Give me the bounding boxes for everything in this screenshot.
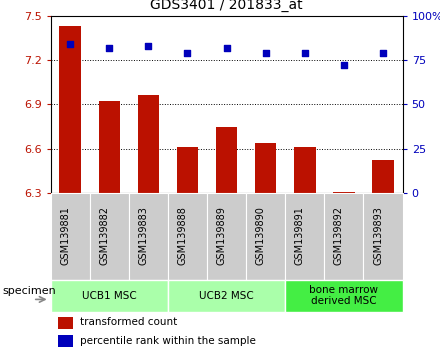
Text: GSM139890: GSM139890 <box>256 206 266 265</box>
Bar <box>372 160 394 193</box>
Text: GSM139891: GSM139891 <box>295 206 305 265</box>
Point <box>184 50 191 56</box>
Point <box>301 50 308 56</box>
Bar <box>216 127 237 193</box>
Text: GSM139883: GSM139883 <box>138 206 148 265</box>
Point <box>106 45 113 51</box>
Bar <box>90 193 129 280</box>
Bar <box>177 147 198 193</box>
Bar <box>255 143 276 193</box>
Text: specimen: specimen <box>3 286 56 296</box>
Point <box>145 43 152 49</box>
Bar <box>207 193 246 280</box>
Bar <box>51 280 168 312</box>
Bar <box>285 280 403 312</box>
Bar <box>51 193 90 280</box>
Bar <box>363 193 403 280</box>
Point <box>341 63 348 68</box>
Bar <box>99 101 120 193</box>
Bar <box>138 95 159 193</box>
Text: UCB1 MSC: UCB1 MSC <box>82 291 137 301</box>
Text: GSM139893: GSM139893 <box>373 206 383 265</box>
Bar <box>168 280 285 312</box>
Bar <box>246 193 285 280</box>
Bar <box>129 193 168 280</box>
Text: GSM139881: GSM139881 <box>60 206 70 265</box>
Bar <box>168 193 207 280</box>
Bar <box>59 26 81 193</box>
Point <box>262 50 269 56</box>
Bar <box>333 192 355 193</box>
Text: percentile rank within the sample: percentile rank within the sample <box>80 336 256 346</box>
Point <box>380 50 387 56</box>
Bar <box>324 193 363 280</box>
Text: transformed count: transformed count <box>80 318 177 327</box>
Text: GSM139882: GSM139882 <box>99 206 109 265</box>
Text: bone marrow
derived MSC: bone marrow derived MSC <box>309 285 378 307</box>
Bar <box>58 316 73 329</box>
Title: GDS3401 / 201833_at: GDS3401 / 201833_at <box>150 0 303 12</box>
Bar <box>285 193 324 280</box>
Text: GSM139888: GSM139888 <box>177 206 187 265</box>
Text: GSM139889: GSM139889 <box>216 206 227 265</box>
Point <box>223 45 230 51</box>
Bar <box>294 147 315 193</box>
Text: UCB2 MSC: UCB2 MSC <box>199 291 254 301</box>
Bar <box>58 335 73 347</box>
Point <box>66 41 73 47</box>
Text: GSM139892: GSM139892 <box>334 206 344 265</box>
